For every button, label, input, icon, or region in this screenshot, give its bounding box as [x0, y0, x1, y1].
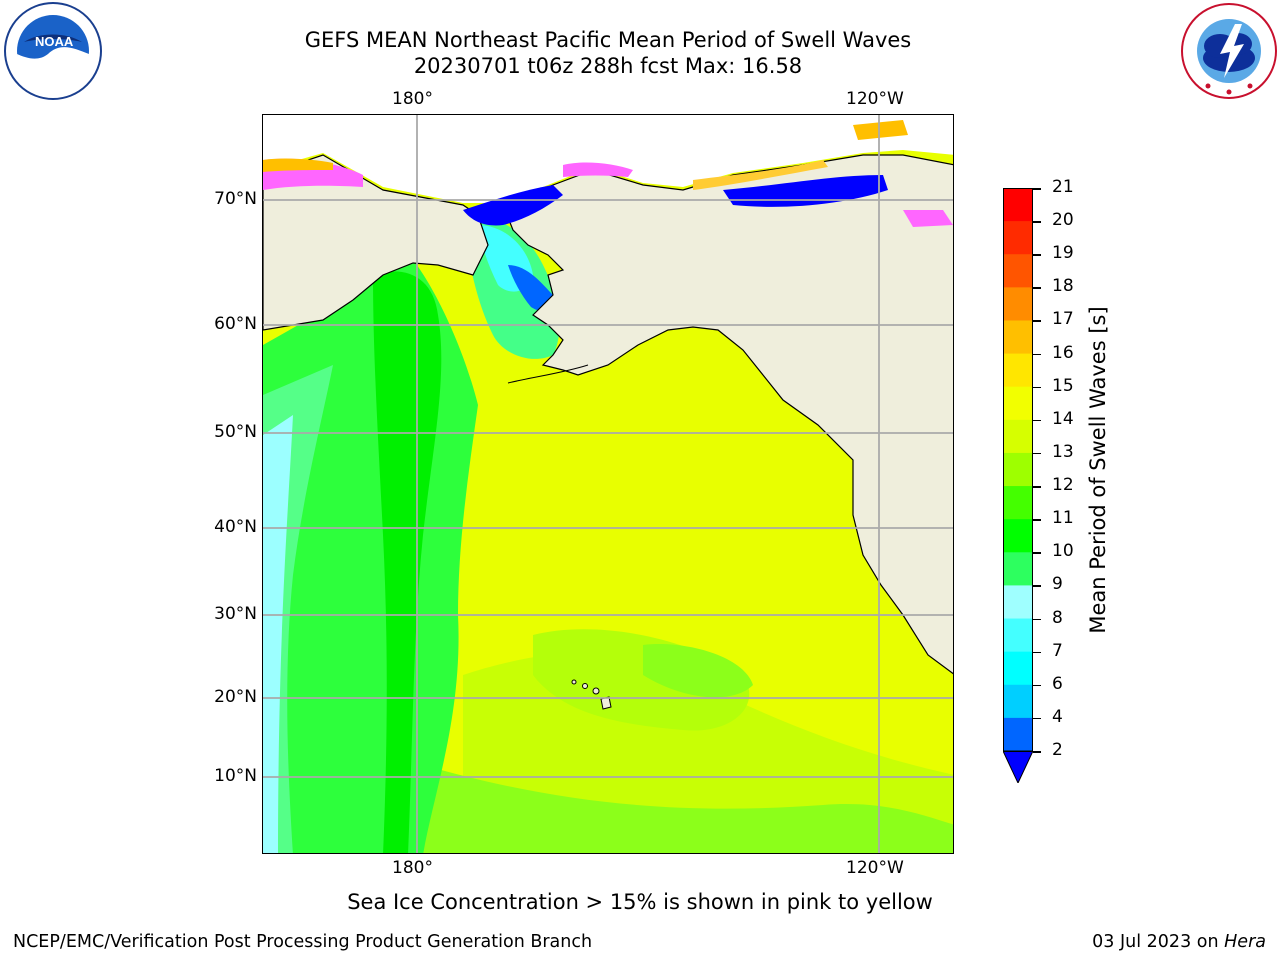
colorbar-tick-mark [1033, 188, 1041, 190]
colorbar-tick-mark [1033, 751, 1041, 753]
colorbar-outline [1003, 188, 1033, 752]
bering-blue [508, 265, 553, 311]
ice-yellow-beaufort [693, 160, 828, 190]
lon-label-top-180: 180° [392, 89, 433, 109]
colorbar-segment [1003, 618, 1033, 653]
colorbar-segment [1003, 386, 1033, 421]
colorbar-tick-mark [1033, 452, 1041, 455]
ice-blue-chukchi [463, 185, 563, 226]
lon-label-bottom-120w: 120°W [846, 858, 904, 878]
ice-pink-chukchi [563, 162, 633, 177]
footer-date: 03 Jul 2023 on Hera [1092, 932, 1266, 952]
ocean-green-patch [643, 644, 753, 698]
colorbar-tick-label: 14 [1052, 408, 1074, 429]
colorbar-tick-mark [1033, 486, 1041, 488]
colorbar-tick-mark [1033, 618, 1041, 621]
colorbar-tick-label: 13 [1052, 441, 1074, 462]
colorbar-tick-label: 15 [1052, 375, 1074, 396]
chart-title: GEFS MEAN Northeast Pacific Mean Period … [304, 28, 912, 52]
colorbar-tick-mark [1033, 552, 1041, 554]
lon-label-top-120w: 120°W [846, 89, 904, 109]
colorbar-tick-mark [1033, 684, 1041, 687]
arctic-sea [263, 115, 953, 203]
colorbar-tick-mark [1033, 386, 1041, 389]
lat-label-20n: 20°N [214, 687, 257, 707]
colorbar-tick-label: 12 [1052, 475, 1074, 496]
colorbar-segment [1003, 353, 1033, 388]
colorbar-tick-mark [1033, 419, 1041, 422]
lat-label-60n: 60°N [214, 314, 257, 334]
map-svg [263, 115, 953, 853]
colorbar-tick-label: 17 [1052, 309, 1074, 330]
colorbar-tick-label: 21 [1052, 177, 1074, 197]
sea-ice-note: Sea Ice Concentration > 15% is shown in … [347, 890, 933, 914]
lat-label-30n: 30°N [214, 604, 257, 624]
colorbar-tick-label: 9 [1052, 574, 1063, 595]
colorbar-tick-mark [1033, 717, 1041, 720]
colorbar-segment [1003, 684, 1033, 719]
colorbar-tick-label: 10 [1052, 541, 1074, 562]
noaa-logo [4, 2, 102, 100]
graticule [263, 115, 953, 853]
colorbar-tick-label: 7 [1052, 640, 1063, 661]
ice-blue-beaufort [723, 175, 888, 207]
nws-logo [1180, 2, 1278, 100]
colorbar-segment [1003, 519, 1033, 553]
colorbar-tick-label: 11 [1052, 508, 1074, 529]
colorbar-tick-label: 16 [1052, 342, 1074, 363]
lat-label-70n: 70°N [214, 189, 257, 209]
colorbar-segment [1003, 585, 1033, 620]
lat-label-40n: 40°N [214, 517, 257, 537]
colorbar-segment [1003, 287, 1033, 321]
ice-orange-west [263, 158, 333, 172]
colorbar-tick-label: 8 [1052, 607, 1063, 628]
colorbar-tick-mark [1033, 254, 1041, 256]
colorbar-tick-label: 2 [1052, 740, 1063, 760]
lat-label-50n: 50°N [214, 422, 257, 442]
aleutian-islands [507, 364, 589, 384]
chart-subtitle: 20230701 t06z 288h fcst Max: 16.58 [413, 54, 803, 78]
colorbar-segment [1003, 486, 1033, 520]
colorbar-segment [1003, 188, 1033, 222]
ice-orange-north [853, 120, 908, 140]
colorbar-tick-mark [1033, 320, 1041, 322]
footer-host: Hera [1224, 932, 1266, 952]
colorbar-tick-label: 4 [1052, 706, 1063, 727]
lon-label-bottom-180: 180° [392, 858, 433, 878]
colorbar-extend-arrow [1002, 750, 1034, 785]
noaa-logo-text: NOAA [35, 34, 74, 49]
colorbar-svg [1002, 188, 1034, 785]
colorbar-tick-label: 20 [1052, 210, 1074, 231]
footer-credit: NCEP/EMC/Verification Post Processing Pr… [13, 932, 593, 952]
footer-date-text: 03 Jul 2023 on [1092, 932, 1219, 952]
colorbar-segment [1003, 651, 1033, 686]
colorbar-segment [1003, 552, 1033, 586]
colorbar [1002, 188, 1034, 785]
ocean-green-south-band [423, 765, 953, 853]
lat-label-10n: 10°N [214, 766, 257, 786]
colorbar-tick-mark [1033, 651, 1041, 654]
ocean-bright-green-belt [373, 271, 442, 853]
colorbar-segment [1003, 320, 1033, 355]
land-asia [263, 154, 489, 331]
ocean-cyan-edge [263, 415, 293, 853]
colorbar-segment [1003, 221, 1033, 255]
colorbar-tick-mark [1033, 585, 1041, 587]
colorbar-tick-mark [1033, 353, 1041, 356]
colorbar-tick-label: 18 [1052, 276, 1074, 297]
colorbar-label: Mean Period of Swell Waves [s] [1086, 306, 1110, 634]
colorbar-segment [1003, 717, 1033, 752]
colorbar-tick-mark [1033, 287, 1041, 289]
land-north-america [502, 154, 953, 675]
ice-pink-east [903, 210, 953, 227]
colorbar-segment [1003, 254, 1033, 288]
map-panel [262, 114, 954, 854]
colorbar-tick-mark [1033, 221, 1041, 223]
colorbar-tick-mark [1033, 519, 1041, 521]
colorbar-tick-label: 6 [1052, 673, 1063, 694]
colorbar-tick-label: 19 [1052, 243, 1074, 264]
colorbar-segment [1003, 452, 1033, 487]
colorbar-segment [1003, 419, 1033, 454]
